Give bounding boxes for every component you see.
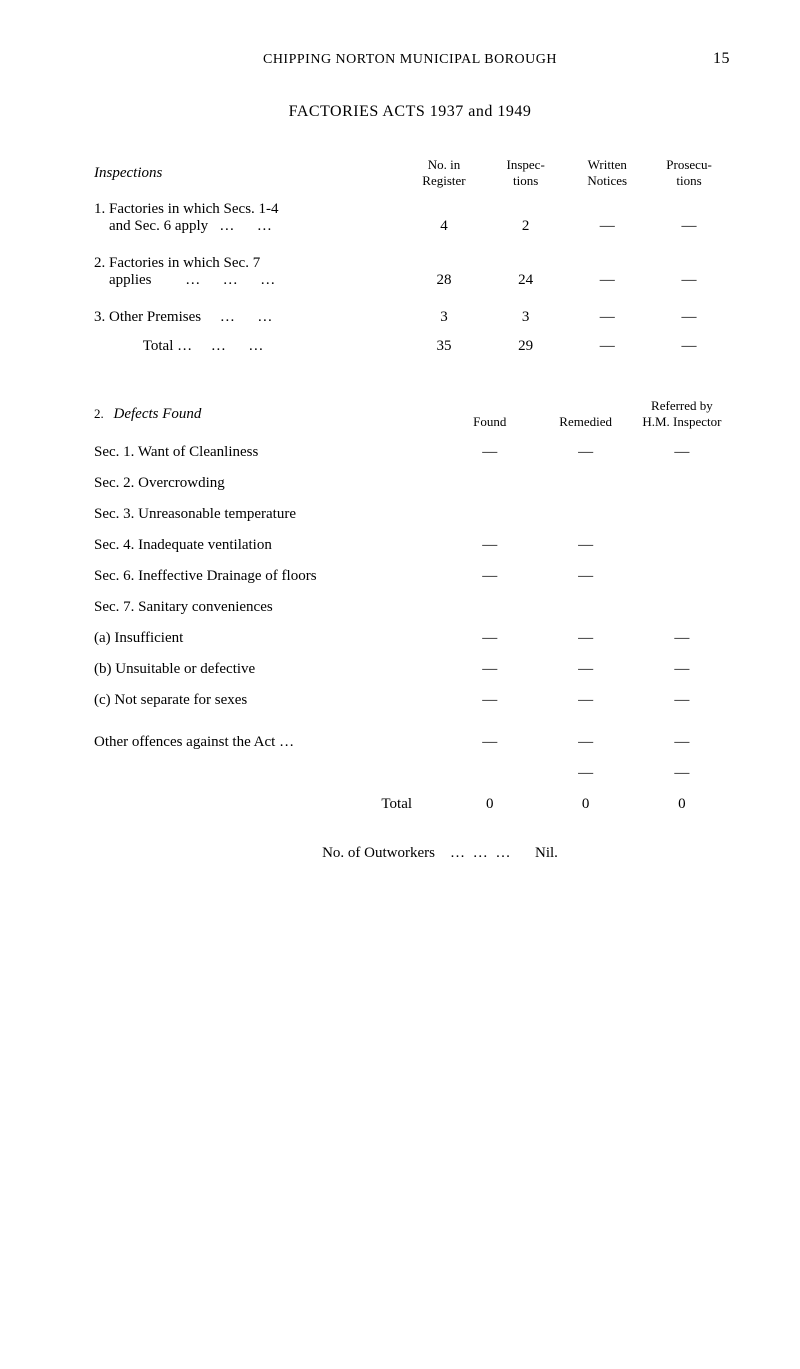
total-label: Total	[90, 789, 442, 820]
cell: 0	[537, 789, 633, 820]
cell: —	[634, 758, 730, 789]
cell: —	[442, 623, 537, 654]
page-number: 15	[690, 50, 730, 68]
cell: —	[648, 241, 730, 295]
section-title: FACTORIES ACTS 1937 and 1949	[90, 103, 730, 121]
cell: —	[634, 654, 730, 685]
outworkers-label: No. of Outworkers	[322, 845, 435, 861]
cell: 3	[403, 295, 485, 332]
table-row: Sec. 3. Unreasonable temperature	[90, 499, 730, 530]
cell: —	[634, 685, 730, 716]
row-label: (a) Insufficient	[90, 623, 442, 654]
col-header: No. inRegister	[403, 151, 485, 195]
cell: —	[442, 654, 537, 685]
table-row: Sec. 1. Want of Cleanliness — — —	[90, 437, 730, 468]
table-row: Other offences against the Act … — — —	[90, 716, 730, 758]
col-header: Found	[442, 391, 537, 437]
cell: —	[442, 716, 537, 758]
row-label: (b) Unsuitable or defective	[90, 654, 442, 685]
cell: —	[537, 716, 633, 758]
running-header: CHIPPING NORTON MUNICIPAL BOROUGH 15	[90, 50, 730, 68]
cell: —	[634, 623, 730, 654]
table-row: (c) Not separate for sexes — — —	[90, 685, 730, 716]
cell: 2	[485, 195, 567, 241]
table-row: (a) Insufficient — — —	[90, 623, 730, 654]
table-row: (b) Unsuitable or defective — — —	[90, 654, 730, 685]
cell: —	[537, 758, 633, 789]
outworkers-line: No. of Outworkers … … … Nil.	[150, 845, 730, 862]
table-row: 3. Other Premises … … 3 3 — —	[90, 295, 730, 332]
cell: 4	[403, 195, 485, 241]
cell: 24	[485, 241, 567, 295]
table-row: Sec. 2. Overcrowding	[90, 468, 730, 499]
total-row: Total 0 0 0	[90, 789, 730, 820]
table-row: Total … … … 35 29 — —	[90, 332, 730, 361]
cell: —	[537, 561, 633, 592]
row-label: Sec. 1. Want of Cleanliness	[90, 437, 442, 468]
defects-heading: Defects Found	[114, 406, 202, 422]
row-label: Sec. 6. Ineffective Drainage of floors	[90, 561, 442, 592]
defects-heading-num: 2.	[94, 406, 104, 421]
running-head-text: CHIPPING NORTON MUNICIPAL BOROUGH	[130, 52, 690, 68]
cell: 0	[442, 789, 537, 820]
row-label: Sec. 2. Overcrowding	[90, 468, 442, 499]
dots: … … …	[450, 845, 513, 861]
cell: —	[648, 195, 730, 241]
cell: —	[442, 437, 537, 468]
row-label: Sec. 3. Unreasonable temperature	[90, 499, 442, 530]
defects-header-row: 2. Defects Found Found Remedied Referred…	[90, 391, 730, 437]
table-row: Sec. 6. Ineffective Drainage of floors —…	[90, 561, 730, 592]
cell: —	[442, 685, 537, 716]
cell: 0	[634, 789, 730, 820]
cell: —	[442, 530, 537, 561]
outworkers-value: Nil.	[535, 845, 558, 861]
inspections-heading: Inspections	[94, 165, 162, 181]
cell: —	[537, 437, 633, 468]
table-row: Sec. 4. Inadequate ventilation — —	[90, 530, 730, 561]
col-header: Prosecu-tions	[648, 151, 730, 195]
inspections-table: Inspections No. inRegister Inspec-tions …	[90, 151, 730, 361]
cell: —	[537, 530, 633, 561]
cell: —	[566, 295, 648, 332]
row-label: Sec. 4. Inadequate ventilation	[90, 530, 442, 561]
cell: —	[442, 561, 537, 592]
cell: —	[566, 195, 648, 241]
cell: —	[537, 654, 633, 685]
table-row: 1. Factories in which Secs. 1-4 and Sec.…	[90, 195, 730, 241]
col-header: Remedied	[537, 391, 633, 437]
row-label: Sec. 7. Sanitary conveniences	[90, 592, 442, 623]
col-header: Inspec-tions	[485, 151, 567, 195]
page-content: CHIPPING NORTON MUNICIPAL BOROUGH 15 FAC…	[0, 0, 800, 922]
cell: 28	[403, 241, 485, 295]
defects-table: 2. Defects Found Found Remedied Referred…	[90, 391, 730, 820]
col-header: WrittenNotices	[566, 151, 648, 195]
row-label: (c) Not separate for sexes	[90, 685, 442, 716]
row-label: Other offences against the Act …	[90, 716, 442, 758]
cell: —	[648, 332, 730, 361]
cell: —	[566, 241, 648, 295]
cell: 29	[485, 332, 567, 361]
cell: 3	[485, 295, 567, 332]
inspections-header-row: Inspections No. inRegister Inspec-tions …	[90, 151, 730, 195]
cell: —	[634, 437, 730, 468]
cell: —	[634, 716, 730, 758]
cell: —	[537, 685, 633, 716]
cell: —	[566, 332, 648, 361]
table-row: — —	[90, 758, 730, 789]
cell: —	[537, 623, 633, 654]
table-row: Sec. 7. Sanitary conveniences	[90, 592, 730, 623]
table-row: 2. Factories in which Sec. 7 applies … ……	[90, 241, 730, 295]
col-header: Referred byH.M. Inspector	[634, 391, 730, 437]
cell: —	[648, 295, 730, 332]
cell: 35	[403, 332, 485, 361]
